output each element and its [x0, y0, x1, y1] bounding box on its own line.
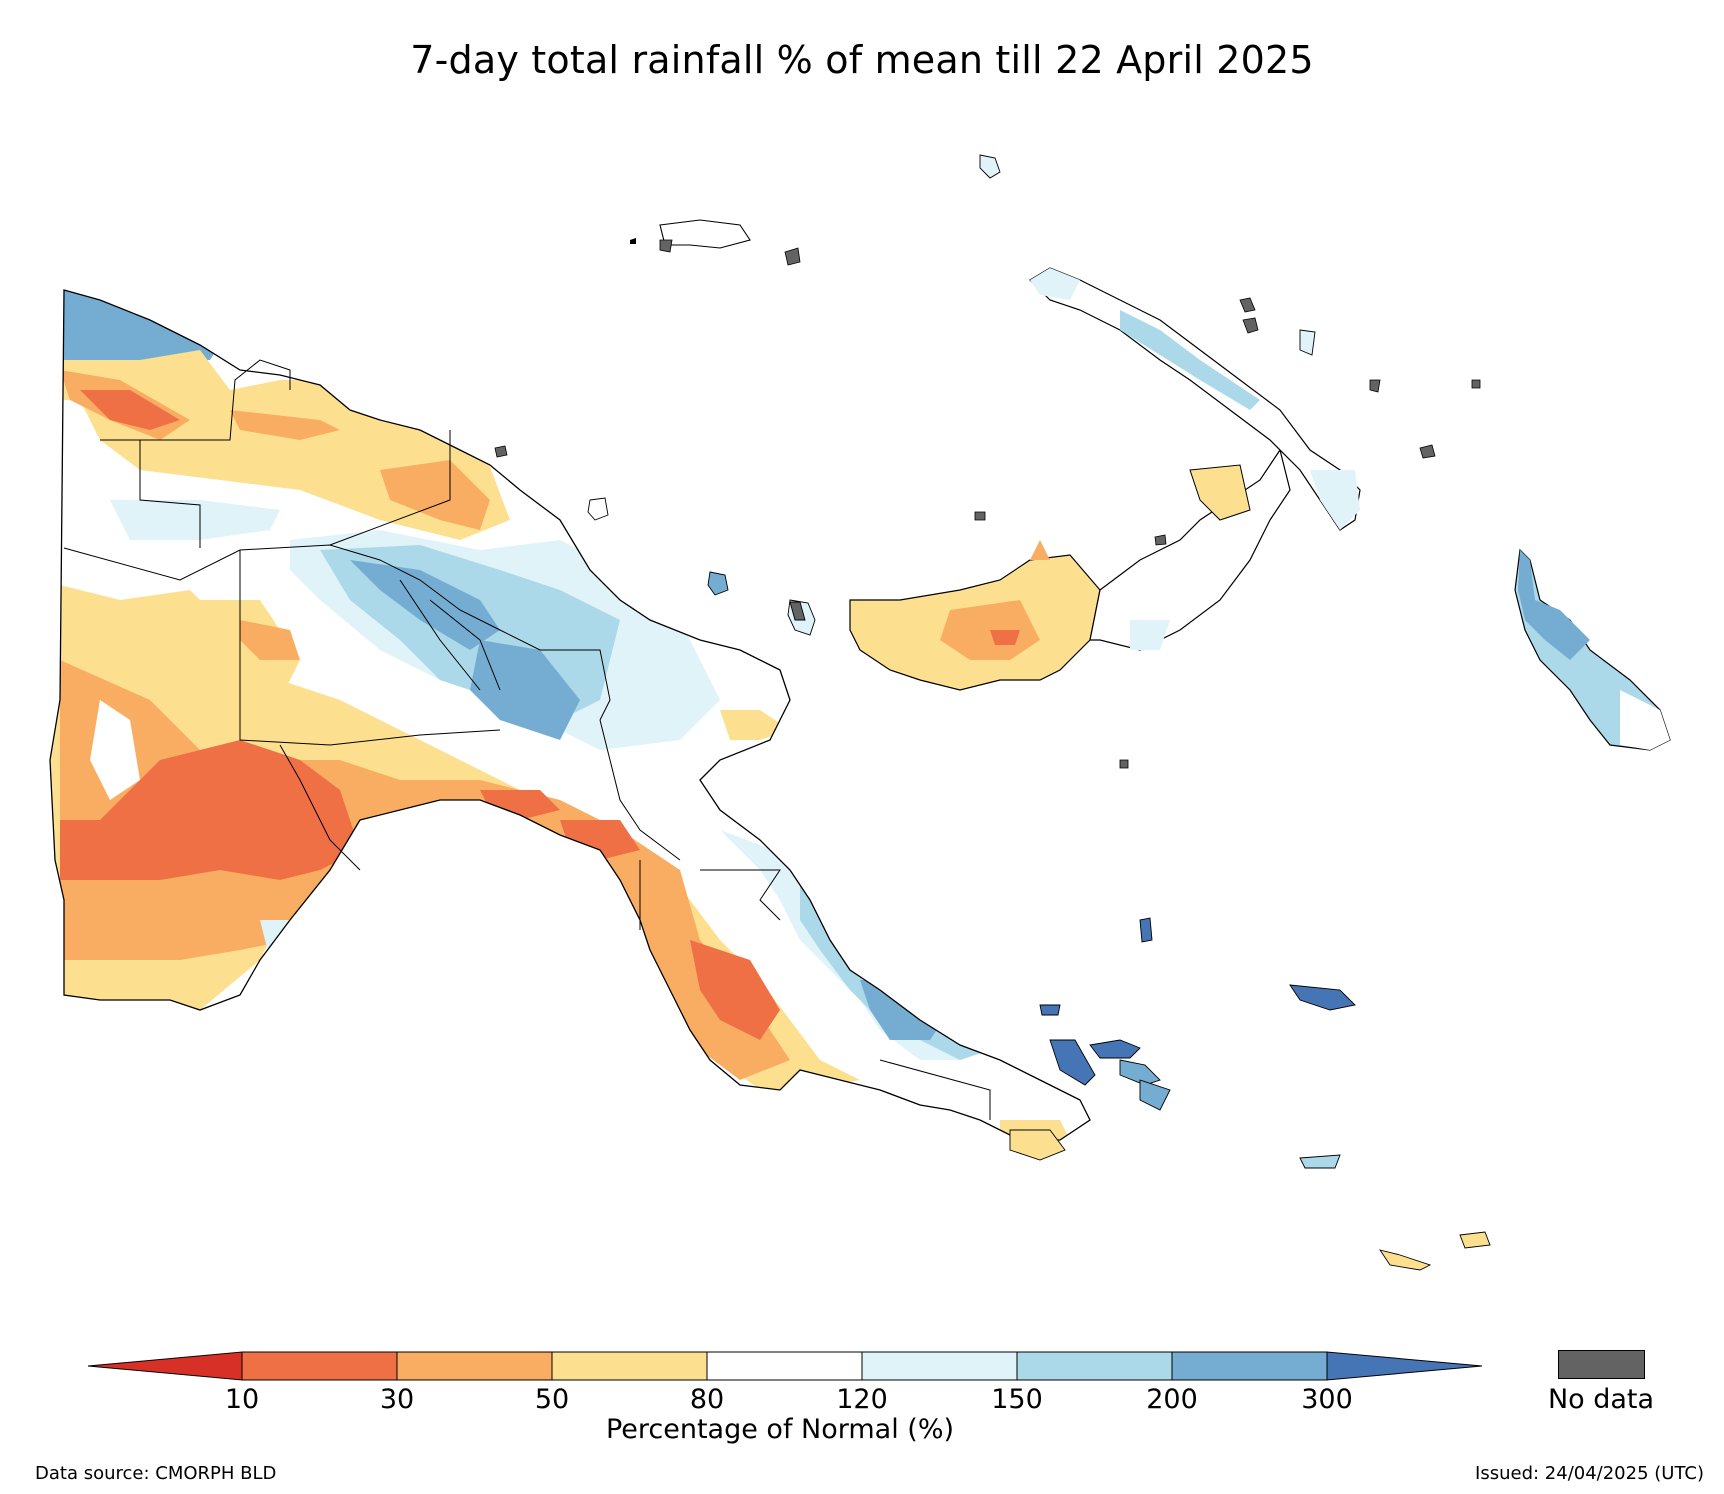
colorbar-segment-80-120: [706, 1351, 863, 1381]
colorbar-segment-50-80: [551, 1351, 708, 1381]
colorbar: [87, 1351, 1483, 1381]
colorbar-axis-label: Percentage of Normal (%): [605, 1414, 955, 1445]
map-title: 7-day total rainfall % of mean till 22 A…: [410, 38, 1314, 82]
colorbar-tick-label: 200: [1146, 1384, 1198, 1415]
manus-island: [630, 219, 801, 266]
colorbar-segment-120-150: [861, 1351, 1018, 1381]
no-data-islands: [494, 297, 1481, 769]
no-data-swatch: [1558, 1350, 1645, 1379]
mainland-rainfall-zones: [50, 290, 1090, 1140]
issued-date: Issued: 24/04/2025 (UTC): [1475, 1463, 1704, 1484]
colorbar-segment-200-300: [1171, 1351, 1328, 1381]
bougainville-island: [1514, 548, 1671, 751]
mainland-coastline: [49, 289, 1091, 1141]
colorbar-tick-label: 80: [689, 1384, 725, 1415]
colorbar-tick-label: 50: [534, 1384, 570, 1415]
province-boundaries: [63, 359, 991, 1120]
new-britain-island: [849, 448, 1291, 691]
small-islands: [587, 154, 1491, 1271]
colorbar-tick-label: 10: [224, 1384, 260, 1415]
colorbar-segment-150-200: [1016, 1351, 1173, 1381]
colorbar-segment-10-30: [241, 1351, 398, 1381]
no-data-label: No data: [1547, 1384, 1655, 1415]
colorbar-segment-lt10: [87, 1351, 243, 1381]
new-ireland-island: [1029, 267, 1361, 531]
colorbar-segment-gt300: [1326, 1351, 1483, 1381]
data-source: Data source: CMORPH BLD: [35, 1463, 277, 1484]
colorbar-tick-label: 300: [1301, 1384, 1353, 1415]
colorbar-tick-label: 30: [379, 1384, 415, 1415]
colorbar-tick-label: 150: [991, 1384, 1043, 1415]
colorbar-tick-label: 120: [836, 1384, 888, 1415]
colorbar-segment-30-50: [396, 1351, 553, 1381]
